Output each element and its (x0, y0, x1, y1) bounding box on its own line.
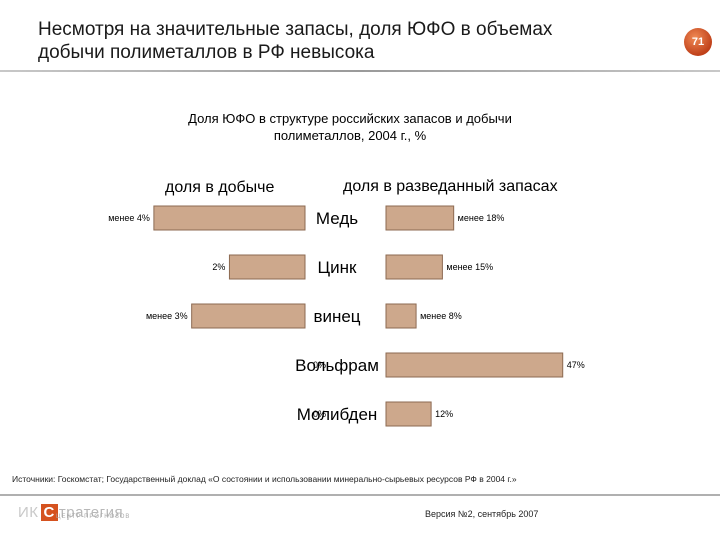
bar-extraction (153, 205, 306, 231)
title-divider (0, 70, 720, 72)
logo-text: тратегия (58, 504, 124, 521)
logo-prefix: ИК (18, 504, 39, 521)
slide-title-line-1: Несмотря на значительные запасы, доля ЮФ… (38, 19, 553, 40)
category-label: Молибден (297, 405, 378, 424)
company-logo: ИК С тратегия (18, 504, 123, 526)
page-number-badge: 71 (684, 28, 712, 56)
bar-extraction (228, 254, 306, 280)
bar-reserves (385, 352, 564, 378)
legend-extraction-share: доля в добыче (165, 179, 275, 196)
logo-mark: С (40, 504, 58, 521)
data-label-reserves: 47% (567, 360, 585, 370)
category-label: Цинк (318, 258, 357, 277)
bar-reserves (385, 401, 432, 427)
data-label-reserves: менее 15% (446, 262, 493, 272)
category-label: Вольфрам (295, 356, 379, 375)
data-label-extraction: менее 3% (146, 311, 188, 321)
bar-reserves (385, 205, 455, 231)
chart-title-line-1: Доля ЮФО в структуре российских запасов … (188, 111, 512, 126)
data-label-extraction: 2% (212, 262, 225, 272)
chart-title-line-2: полиметаллов, 2004 г., % (273, 128, 427, 143)
slide-title-line-2: добычи полиметаллов в РФ невысока (38, 42, 375, 63)
bar-extraction (191, 303, 306, 329)
data-label-extraction: менее 4% (108, 213, 150, 223)
source-note: Источники: Госкомстат; Государственный д… (12, 474, 517, 484)
logo-tagline: ЦЕНТР ПРОГНОЗОВ (56, 514, 131, 520)
category-label: винец (313, 307, 360, 326)
footer-divider (0, 494, 720, 496)
data-label-extraction: 0% (313, 409, 326, 419)
bar-reserves (385, 303, 417, 329)
version-label: Версия №2, сентябрь 2007 (425, 509, 539, 519)
slide-title: Несмотря на значительные запасы, доля ЮФ… (38, 18, 638, 64)
legend-reserves-share: доля в разведанный запасах (343, 178, 558, 195)
chart-title: Доля ЮФО в структуре российских запасов … (150, 110, 550, 144)
butterfly-bar-chart: менее 4% менее 18% Медь 2% менее 15% Цинк мене… (108, 205, 585, 427)
data-label-reserves: менее 8% (420, 311, 462, 321)
data-label-reserves: менее 18% (458, 213, 505, 223)
data-label-extraction: 0% (313, 360, 326, 370)
bar-reserves (385, 254, 443, 280)
data-label-reserves: 12% (435, 409, 453, 419)
category-label: Медь (316, 209, 358, 228)
